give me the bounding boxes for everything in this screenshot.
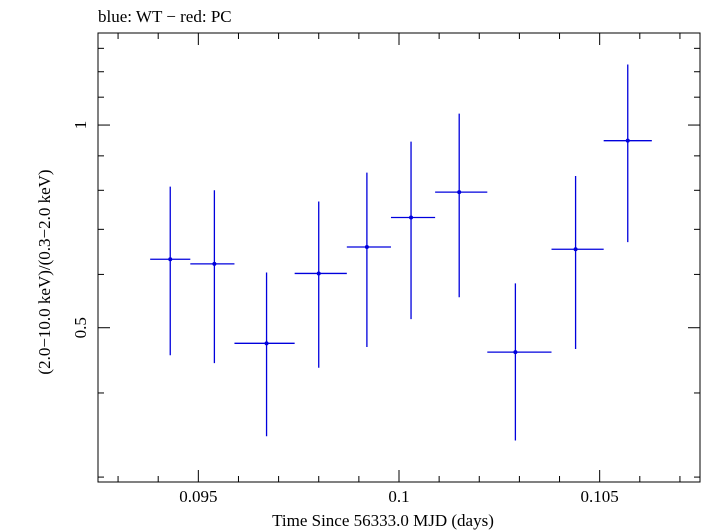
- data-point: [390, 141, 436, 320]
- plot-frame: [97, 32, 701, 483]
- chart-title: blue: WT − red: PC: [98, 7, 232, 26]
- y-tick-label: 0.5: [71, 317, 90, 338]
- data-point: [346, 172, 391, 348]
- data-point: [603, 64, 652, 243]
- data-marker: [364, 244, 369, 249]
- x-tick-label: 0.095: [179, 487, 217, 506]
- data-point: [435, 113, 488, 298]
- x-tick-label: 0.105: [581, 487, 619, 506]
- data-series: [150, 64, 652, 441]
- data-point: [190, 190, 235, 364]
- data-marker: [513, 350, 518, 355]
- data-marker: [457, 190, 462, 195]
- data-point: [487, 283, 552, 441]
- data-point: [234, 272, 295, 437]
- data-marker: [168, 257, 173, 262]
- data-marker: [264, 341, 269, 346]
- x-axis-label: Time Since 56333.0 MJD (days): [272, 511, 494, 530]
- data-marker: [573, 247, 578, 252]
- data-marker: [316, 271, 321, 276]
- data-marker: [409, 215, 414, 220]
- data-marker: [212, 261, 217, 266]
- y-tick-label: 1: [71, 121, 90, 130]
- data-point: [551, 176, 604, 349]
- y-axis-label: (2.0−10.0 keV)/(0.3−2.0 keV): [35, 169, 54, 374]
- x-tick-label: 0.1: [388, 487, 409, 506]
- data-marker: [625, 138, 630, 143]
- data-point: [150, 186, 191, 356]
- axis-ticks: 0.095 0.1 0.105 0.5 1: [71, 33, 700, 506]
- data-point: [294, 201, 347, 368]
